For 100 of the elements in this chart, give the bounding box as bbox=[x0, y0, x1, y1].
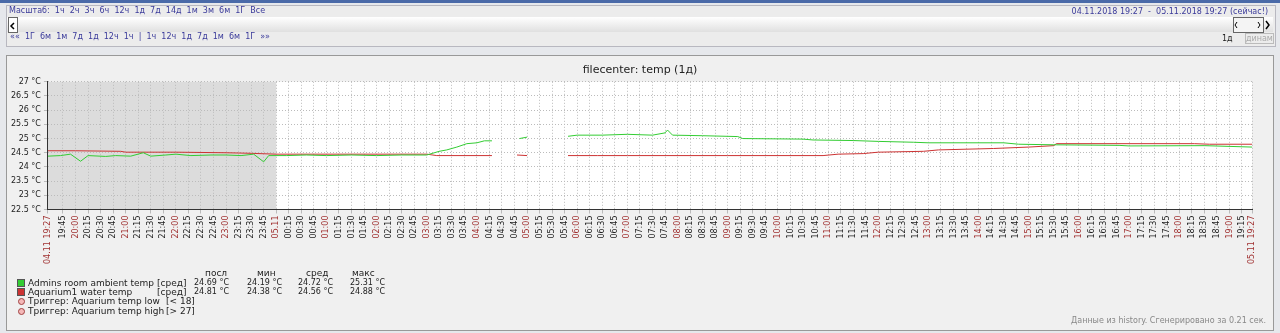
x-tick-label: 04:45 bbox=[509, 215, 519, 239]
text: [сред] bbox=[157, 278, 187, 288]
text: 24.81 °C bbox=[194, 287, 230, 296]
y-tick-label: 23.5 °C bbox=[10, 176, 42, 186]
x-tick-label: 19:15 bbox=[1237, 215, 1247, 239]
y-tick-label: 26.5 °C bbox=[10, 91, 42, 101]
x-tick-label: 15:30 bbox=[1048, 215, 1058, 239]
x-tick-label: 06:15 bbox=[584, 215, 594, 239]
y-tick-label: 24 °C bbox=[18, 162, 42, 172]
legend-label: Admins room ambient temp bbox=[28, 277, 155, 288]
x-tick-label: 21:30 bbox=[145, 215, 155, 239]
y-tick-label: 23 °C bbox=[18, 190, 42, 200]
x-tick-label: 07:45 bbox=[660, 215, 670, 239]
x-tick-label: 01:30 bbox=[346, 215, 356, 239]
text: [> 27] bbox=[166, 306, 195, 316]
x-tick-label: 08:15 bbox=[685, 215, 695, 239]
x-tick-label: 05:15 bbox=[534, 215, 544, 239]
x-tick-label: 22:15 bbox=[183, 215, 193, 239]
text: 24.56 °C bbox=[298, 287, 334, 296]
x-tick-label: 19:00 bbox=[1224, 215, 1234, 239]
x-tick-label: 04:15 bbox=[484, 215, 494, 239]
x-tick-label: 17:45 bbox=[1161, 215, 1171, 239]
x-tick-label: 22:00 bbox=[170, 215, 180, 239]
text: Масштаб: 1ч 2ч 3ч 6ч 12ч 1д 7д 14д 1м 3м 6м 1Г Все bbox=[9, 6, 266, 15]
x-tick-label: 18:30 bbox=[1199, 215, 1209, 239]
x-tick-label: 10:45 bbox=[810, 215, 820, 239]
x-tick-label: 23:45 bbox=[258, 215, 268, 239]
x-tick-label: 22:45 bbox=[208, 215, 218, 239]
y-tick-label: 22.5 °C bbox=[10, 204, 42, 214]
x-tick-label: 13:45 bbox=[961, 215, 971, 239]
x-tick-label: 10:30 bbox=[798, 215, 808, 239]
x-tick-label: 01:00 bbox=[321, 215, 331, 239]
x-tick-label: 05:45 bbox=[559, 215, 569, 239]
text: 24.88 °C bbox=[350, 287, 386, 296]
text: 25.31 °C bbox=[350, 278, 386, 287]
x-tick-label: 17:15 bbox=[1136, 215, 1146, 239]
x-tick-label: 03:00 bbox=[421, 215, 431, 239]
text: 24.19 °C bbox=[247, 278, 283, 287]
text: «« 1Г 6м 1м 7д 1д 12ч 1ч | 1ч 12ч 1д 7д 1м 6м 1Г »» bbox=[10, 32, 271, 41]
x-tick-label: 17:00 bbox=[1124, 215, 1134, 239]
x-tick-label: 03:15 bbox=[434, 215, 444, 239]
x-tick-label: 21:15 bbox=[133, 215, 143, 239]
x-tick-label: 22:30 bbox=[196, 215, 206, 239]
x-tick-label: 06:30 bbox=[597, 215, 607, 239]
x-tick-label: 14:00 bbox=[973, 215, 983, 239]
text: сред bbox=[306, 268, 329, 278]
x-tick-label: 15:00 bbox=[1023, 215, 1033, 239]
x-tick-label: 23:15 bbox=[233, 215, 243, 239]
x-tick-label: 09:15 bbox=[735, 215, 745, 239]
text: динам bbox=[1245, 33, 1274, 44]
x-tick-label: 05.11 bbox=[271, 215, 281, 239]
x-tick-label: 11:00 bbox=[823, 215, 833, 239]
text: 24.69 °C bbox=[194, 278, 230, 287]
x-tick-label: 03:45 bbox=[459, 215, 469, 239]
x-tick-label: 16:45 bbox=[1111, 215, 1121, 239]
x-tick-label: 18:00 bbox=[1174, 215, 1184, 239]
x-tick-label: 20:30 bbox=[95, 215, 105, 239]
x-tick-label: 02:30 bbox=[396, 215, 406, 239]
text: Триггер: Aquarium temp high bbox=[28, 306, 165, 316]
text: посл bbox=[205, 268, 228, 278]
text: 04.11.2018 19:27 - 05.11.2018 19:27 (сейчас!) bbox=[1071, 7, 1268, 16]
text: макс bbox=[352, 268, 375, 278]
x-tick-label: 19:45 bbox=[58, 215, 68, 239]
legend-label: Aquarium1 water temp bbox=[28, 286, 133, 297]
x-tick-label: 12:45 bbox=[910, 215, 920, 239]
x-tick-label: 09:00 bbox=[722, 215, 732, 239]
x-tick-label: 20:00 bbox=[70, 215, 80, 239]
x-tick-label: 06:00 bbox=[572, 215, 582, 239]
y-tick-label: 24.5 °C bbox=[10, 147, 42, 157]
x-tick-label: 14:45 bbox=[1011, 215, 1021, 239]
x-tick-label: 09:45 bbox=[760, 215, 770, 239]
x-tick-label: 00:15 bbox=[283, 215, 293, 239]
x-tick-label: 02:15 bbox=[384, 215, 394, 239]
x-tick-label: 12:30 bbox=[898, 215, 908, 239]
x-tick-label: 04.11 19:27 bbox=[43, 215, 53, 264]
x-tick-label: 20:15 bbox=[83, 215, 93, 239]
x-tick-label: 00:30 bbox=[296, 215, 306, 239]
text: [сред] bbox=[157, 287, 187, 297]
x-tick-label: 08:45 bbox=[710, 215, 720, 239]
text: [< 18] bbox=[166, 296, 195, 306]
x-tick-label: 07:00 bbox=[622, 215, 632, 239]
x-tick-label: 02:45 bbox=[409, 215, 419, 239]
x-tick-label: 14:15 bbox=[986, 215, 996, 239]
text: Данные из history. Сгенерировано за 0.21 сек. bbox=[1071, 316, 1266, 325]
text: 1д bbox=[1222, 34, 1233, 43]
text: мин bbox=[257, 268, 276, 278]
x-tick-label: 13:30 bbox=[948, 215, 958, 239]
x-tick-label: 07:30 bbox=[647, 215, 657, 239]
y-tick-label: 26 °C bbox=[18, 105, 42, 115]
x-tick-label: 11:30 bbox=[848, 215, 858, 239]
x-tick-label: 21:45 bbox=[158, 215, 168, 239]
text: Триггер: Aquarium temp low bbox=[28, 296, 160, 306]
x-tick-label: 01:15 bbox=[334, 215, 343, 239]
x-tick-label: 12:00 bbox=[873, 215, 883, 239]
x-tick-label: 16:30 bbox=[1099, 215, 1109, 239]
chart-title: filecenter: temp (1д) bbox=[581, 63, 699, 76]
x-tick-label: 13:15 bbox=[936, 215, 946, 239]
x-tick-label: 12:15 bbox=[885, 215, 895, 239]
text: 24.38 °C bbox=[247, 287, 283, 296]
x-tick-label: 02:00 bbox=[371, 215, 381, 239]
